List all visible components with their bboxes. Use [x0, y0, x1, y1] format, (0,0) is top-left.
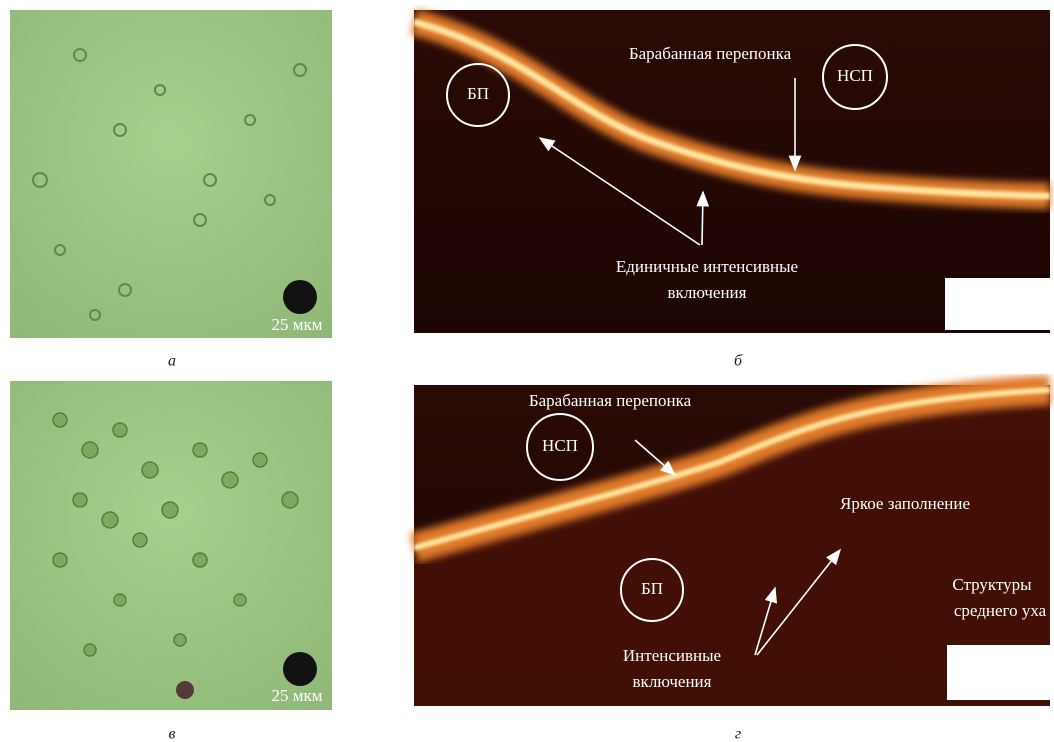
- annotation: Единичные интенсивные: [616, 257, 798, 276]
- panel-label: г: [735, 726, 741, 742]
- annotation: Интенсивные: [623, 646, 721, 665]
- panel-label: а: [168, 353, 176, 370]
- panel-d: Барабанная перепонка НСП Яркое заполнени…: [414, 385, 1050, 742]
- annotation: включения: [633, 672, 712, 691]
- micro-image: [10, 381, 332, 710]
- annotation: БП: [467, 84, 489, 103]
- panel-label: б: [734, 353, 743, 370]
- annotation: включения: [668, 283, 747, 302]
- panel-b: Барабанная перепонка БП НСП Единичные ин…: [414, 10, 1050, 370]
- micro-image: [10, 10, 332, 338]
- annotation: НСП: [837, 66, 873, 85]
- scale-label: 25 мкм: [271, 315, 322, 334]
- scale-label: 25 мкм: [271, 686, 322, 705]
- figure: 25 мкм а Барабанная перепонка БП НСП Еди…: [0, 0, 1054, 742]
- annotation: среднего уха: [954, 601, 1047, 620]
- annotation: Яркое заполнение: [840, 494, 970, 513]
- arrow: [702, 192, 703, 245]
- scale-box: [947, 645, 1050, 700]
- scale-dot: [283, 652, 317, 686]
- panel-label: в: [169, 726, 176, 742]
- debris: [176, 681, 194, 699]
- annotation: Барабанная перепонка: [529, 391, 692, 410]
- annotation: Структуры: [952, 575, 1032, 594]
- annotation: БП: [641, 579, 663, 598]
- scale-box: [945, 278, 1050, 330]
- annotation: НСП: [542, 436, 578, 455]
- panel-a: 25 мкм а: [10, 10, 332, 370]
- panel-c: 25 мкм в: [10, 381, 332, 742]
- annotation: Барабанная перепонка: [629, 44, 792, 63]
- scale-dot: [283, 280, 317, 314]
